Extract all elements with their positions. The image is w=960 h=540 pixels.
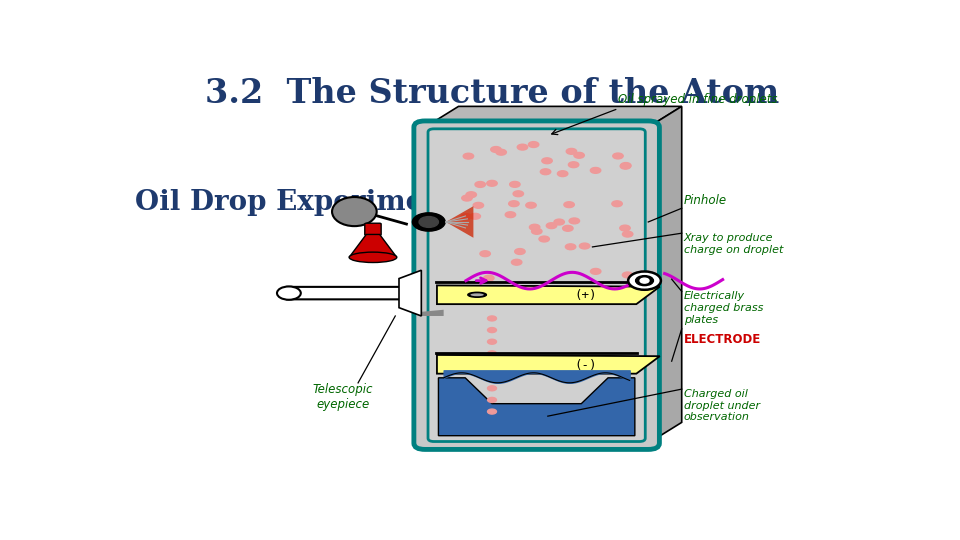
Circle shape bbox=[487, 180, 497, 186]
Circle shape bbox=[564, 202, 574, 207]
Circle shape bbox=[628, 272, 660, 290]
Text: 3.2  The Structure of the Atom: 3.2 The Structure of the Atom bbox=[204, 77, 780, 110]
Circle shape bbox=[580, 243, 589, 249]
Circle shape bbox=[589, 290, 600, 295]
Circle shape bbox=[488, 362, 496, 368]
Circle shape bbox=[464, 153, 473, 159]
Circle shape bbox=[488, 316, 496, 321]
Circle shape bbox=[568, 162, 579, 167]
Text: (+): (+) bbox=[574, 289, 597, 302]
Circle shape bbox=[558, 171, 568, 177]
Polygon shape bbox=[445, 206, 473, 238]
Circle shape bbox=[590, 167, 601, 173]
Circle shape bbox=[473, 202, 484, 208]
Circle shape bbox=[590, 268, 601, 274]
Text: Electrically
charged brass
plates: Electrically charged brass plates bbox=[684, 292, 763, 325]
Circle shape bbox=[510, 181, 520, 187]
FancyBboxPatch shape bbox=[428, 129, 645, 442]
Circle shape bbox=[620, 225, 630, 231]
Ellipse shape bbox=[468, 292, 487, 298]
FancyBboxPatch shape bbox=[414, 121, 660, 449]
Text: ELECTRODE: ELECTRODE bbox=[684, 333, 761, 346]
Circle shape bbox=[541, 158, 552, 164]
Circle shape bbox=[484, 275, 494, 281]
Circle shape bbox=[488, 339, 496, 344]
Circle shape bbox=[420, 217, 439, 227]
Polygon shape bbox=[648, 106, 682, 443]
Text: Charged oil
droplet under
observation: Charged oil droplet under observation bbox=[684, 389, 760, 422]
Circle shape bbox=[566, 148, 577, 154]
Circle shape bbox=[612, 288, 623, 294]
Circle shape bbox=[515, 248, 525, 254]
Circle shape bbox=[622, 272, 633, 278]
Text: (-): (-) bbox=[574, 359, 597, 372]
Circle shape bbox=[526, 202, 537, 208]
Circle shape bbox=[636, 275, 654, 286]
Polygon shape bbox=[425, 106, 682, 127]
Text: Pinhole: Pinhole bbox=[684, 194, 727, 207]
Circle shape bbox=[488, 409, 496, 414]
Circle shape bbox=[528, 141, 539, 147]
Text: Xray to produce
charge on droplet: Xray to produce charge on droplet bbox=[684, 233, 783, 255]
Circle shape bbox=[517, 144, 528, 150]
Circle shape bbox=[509, 201, 519, 207]
Polygon shape bbox=[349, 234, 396, 258]
Circle shape bbox=[563, 225, 573, 231]
Circle shape bbox=[620, 163, 631, 168]
Polygon shape bbox=[399, 270, 421, 316]
Polygon shape bbox=[437, 286, 660, 304]
Text: Oil Drop Experiment: Oil Drop Experiment bbox=[134, 188, 456, 215]
Circle shape bbox=[577, 292, 588, 298]
Circle shape bbox=[574, 152, 585, 158]
Circle shape bbox=[531, 286, 541, 292]
Circle shape bbox=[554, 219, 564, 225]
Circle shape bbox=[539, 236, 549, 242]
Circle shape bbox=[488, 351, 496, 356]
Circle shape bbox=[540, 288, 550, 293]
Circle shape bbox=[488, 397, 496, 402]
Circle shape bbox=[640, 278, 649, 283]
Text: Oil sprayed in fine droplets: Oil sprayed in fine droplets bbox=[618, 93, 778, 106]
Circle shape bbox=[532, 228, 542, 234]
Circle shape bbox=[612, 153, 623, 159]
Ellipse shape bbox=[470, 293, 484, 296]
Circle shape bbox=[612, 201, 622, 207]
Ellipse shape bbox=[332, 197, 376, 226]
Circle shape bbox=[488, 328, 496, 333]
Circle shape bbox=[569, 218, 580, 224]
Circle shape bbox=[496, 150, 506, 155]
FancyBboxPatch shape bbox=[365, 223, 381, 235]
Circle shape bbox=[622, 231, 633, 237]
Circle shape bbox=[513, 191, 523, 197]
Circle shape bbox=[565, 244, 576, 249]
Circle shape bbox=[413, 213, 445, 231]
Polygon shape bbox=[439, 378, 635, 436]
Circle shape bbox=[475, 181, 486, 187]
Circle shape bbox=[568, 289, 579, 294]
Polygon shape bbox=[437, 355, 660, 374]
Circle shape bbox=[462, 195, 472, 201]
FancyBboxPatch shape bbox=[285, 287, 405, 299]
Text: Telescopic
eyepiece: Telescopic eyepiece bbox=[313, 383, 373, 411]
Circle shape bbox=[491, 146, 501, 152]
Circle shape bbox=[466, 192, 476, 198]
Polygon shape bbox=[421, 310, 444, 316]
Circle shape bbox=[470, 213, 480, 219]
Circle shape bbox=[512, 259, 522, 265]
Circle shape bbox=[505, 212, 516, 218]
Circle shape bbox=[461, 214, 471, 219]
Circle shape bbox=[529, 224, 540, 230]
Circle shape bbox=[488, 374, 496, 379]
Circle shape bbox=[546, 223, 557, 228]
Circle shape bbox=[277, 286, 300, 300]
Circle shape bbox=[480, 251, 491, 256]
Circle shape bbox=[620, 163, 631, 169]
Circle shape bbox=[488, 386, 496, 391]
Ellipse shape bbox=[349, 252, 396, 262]
Circle shape bbox=[540, 169, 551, 174]
